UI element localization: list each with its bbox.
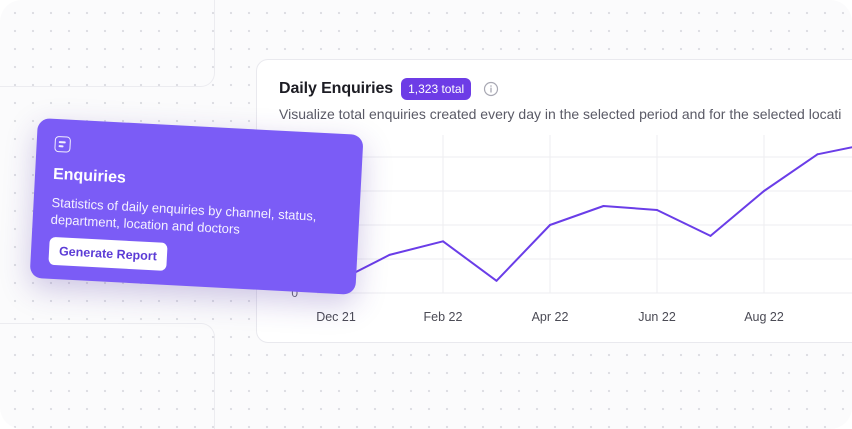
x-tick-label: Apr 22 <box>532 310 569 324</box>
background-panel <box>0 323 215 429</box>
data-point <box>388 253 391 256</box>
background-panel <box>0 0 215 87</box>
data-point <box>549 224 551 226</box>
enquiries-title: Enquiries <box>52 165 127 187</box>
line-chart: 0 Dec 21 Feb 22 Apr 22 Jun 22 Aug 22 <box>291 135 852 324</box>
enquiries-card[interactable]: Enquiries Statistics of daily enquiries … <box>29 118 364 295</box>
enquiries-line <box>335 146 852 283</box>
data-point <box>602 204 605 207</box>
data-point <box>763 190 765 192</box>
x-tick-label: Aug 22 <box>744 310 784 324</box>
info-icon[interactable] <box>483 81 499 97</box>
x-tick-label: Jun 22 <box>638 310 676 324</box>
data-point <box>495 279 498 282</box>
data-point <box>816 153 819 156</box>
generate-report-button[interactable]: Generate Report <box>48 236 168 271</box>
y-tick-label: 0 <box>291 286 298 300</box>
x-tick-label: Dec 21 <box>316 310 356 324</box>
data-point <box>709 234 712 237</box>
chart-title: Daily Enquiries <box>279 80 394 97</box>
data-point <box>442 240 444 243</box>
data-point <box>656 209 658 212</box>
chart-description: Visualize total enquiries created every … <box>279 106 842 122</box>
enquiries-description: Statistics of daily enquiries by channel… <box>50 194 317 237</box>
x-tick-label: Feb 22 <box>424 310 463 324</box>
chart-header: Daily Enquiries 1,323 total <box>279 78 499 100</box>
list-icon <box>54 135 72 153</box>
total-badge: 1,323 total <box>401 78 472 100</box>
